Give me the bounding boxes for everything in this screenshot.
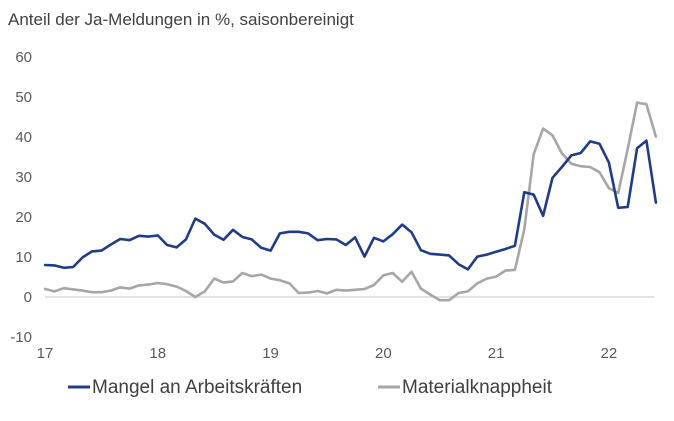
legend-label: Mangel an Arbeitskräften <box>92 377 302 398</box>
x-tick-label: 22 <box>601 345 618 362</box>
series-line-mangel-an-arbeitskraeften <box>43 139 658 271</box>
y-tick-label: 30 <box>15 169 32 186</box>
y-tick-label: 20 <box>15 209 32 226</box>
y-tick-label: 10 <box>15 249 32 266</box>
series-lines <box>43 101 658 302</box>
x-tick-label: 20 <box>375 345 392 362</box>
y-axis-tick-labels: -10 0 10 20 30 40 50 60 <box>10 49 32 346</box>
x-tick-label: 18 <box>149 345 166 362</box>
x-tick-label: 19 <box>262 345 279 362</box>
x-tick-label: 17 <box>37 345 54 362</box>
x-axis-tick-labels: 17 18 19 20 21 22 <box>37 345 618 362</box>
legend-label: Materialknappheit <box>402 377 553 398</box>
chart-title: Anteil der Ja-Meldungen in %, saisonbere… <box>8 10 354 29</box>
series-line-materialknappheit <box>43 101 658 302</box>
y-tick-label: 0 <box>24 289 32 306</box>
legend: Mangel an Arbeitskräften Materialknapphei… <box>68 377 553 398</box>
y-tick-label: 40 <box>15 129 32 146</box>
y-tick-label: 50 <box>15 89 32 106</box>
x-tick-label: 21 <box>488 345 505 362</box>
y-tick-label: -10 <box>10 329 32 346</box>
y-tick-label: 60 <box>15 49 32 66</box>
